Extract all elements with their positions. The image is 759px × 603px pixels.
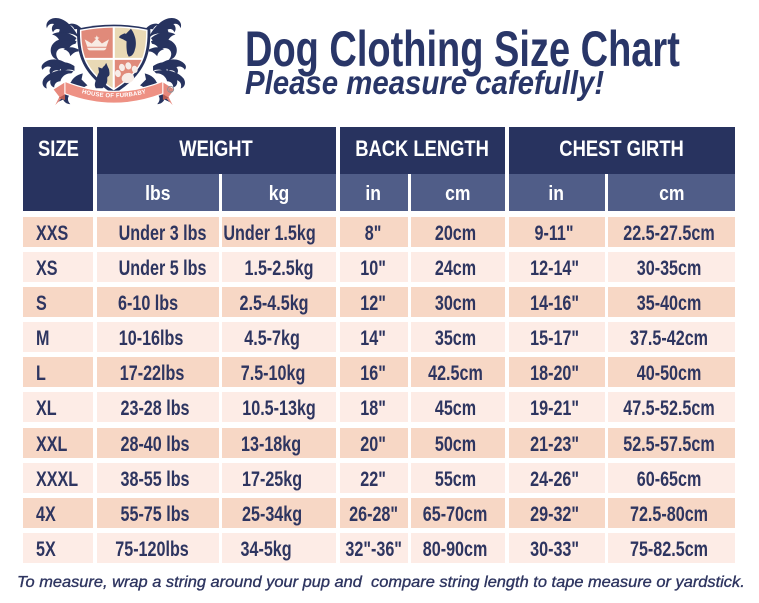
- svg-text:HOUSE OF FURBABY: HOUSE OF FURBABY: [81, 89, 147, 99]
- svg-text:c: c: [169, 87, 172, 93]
